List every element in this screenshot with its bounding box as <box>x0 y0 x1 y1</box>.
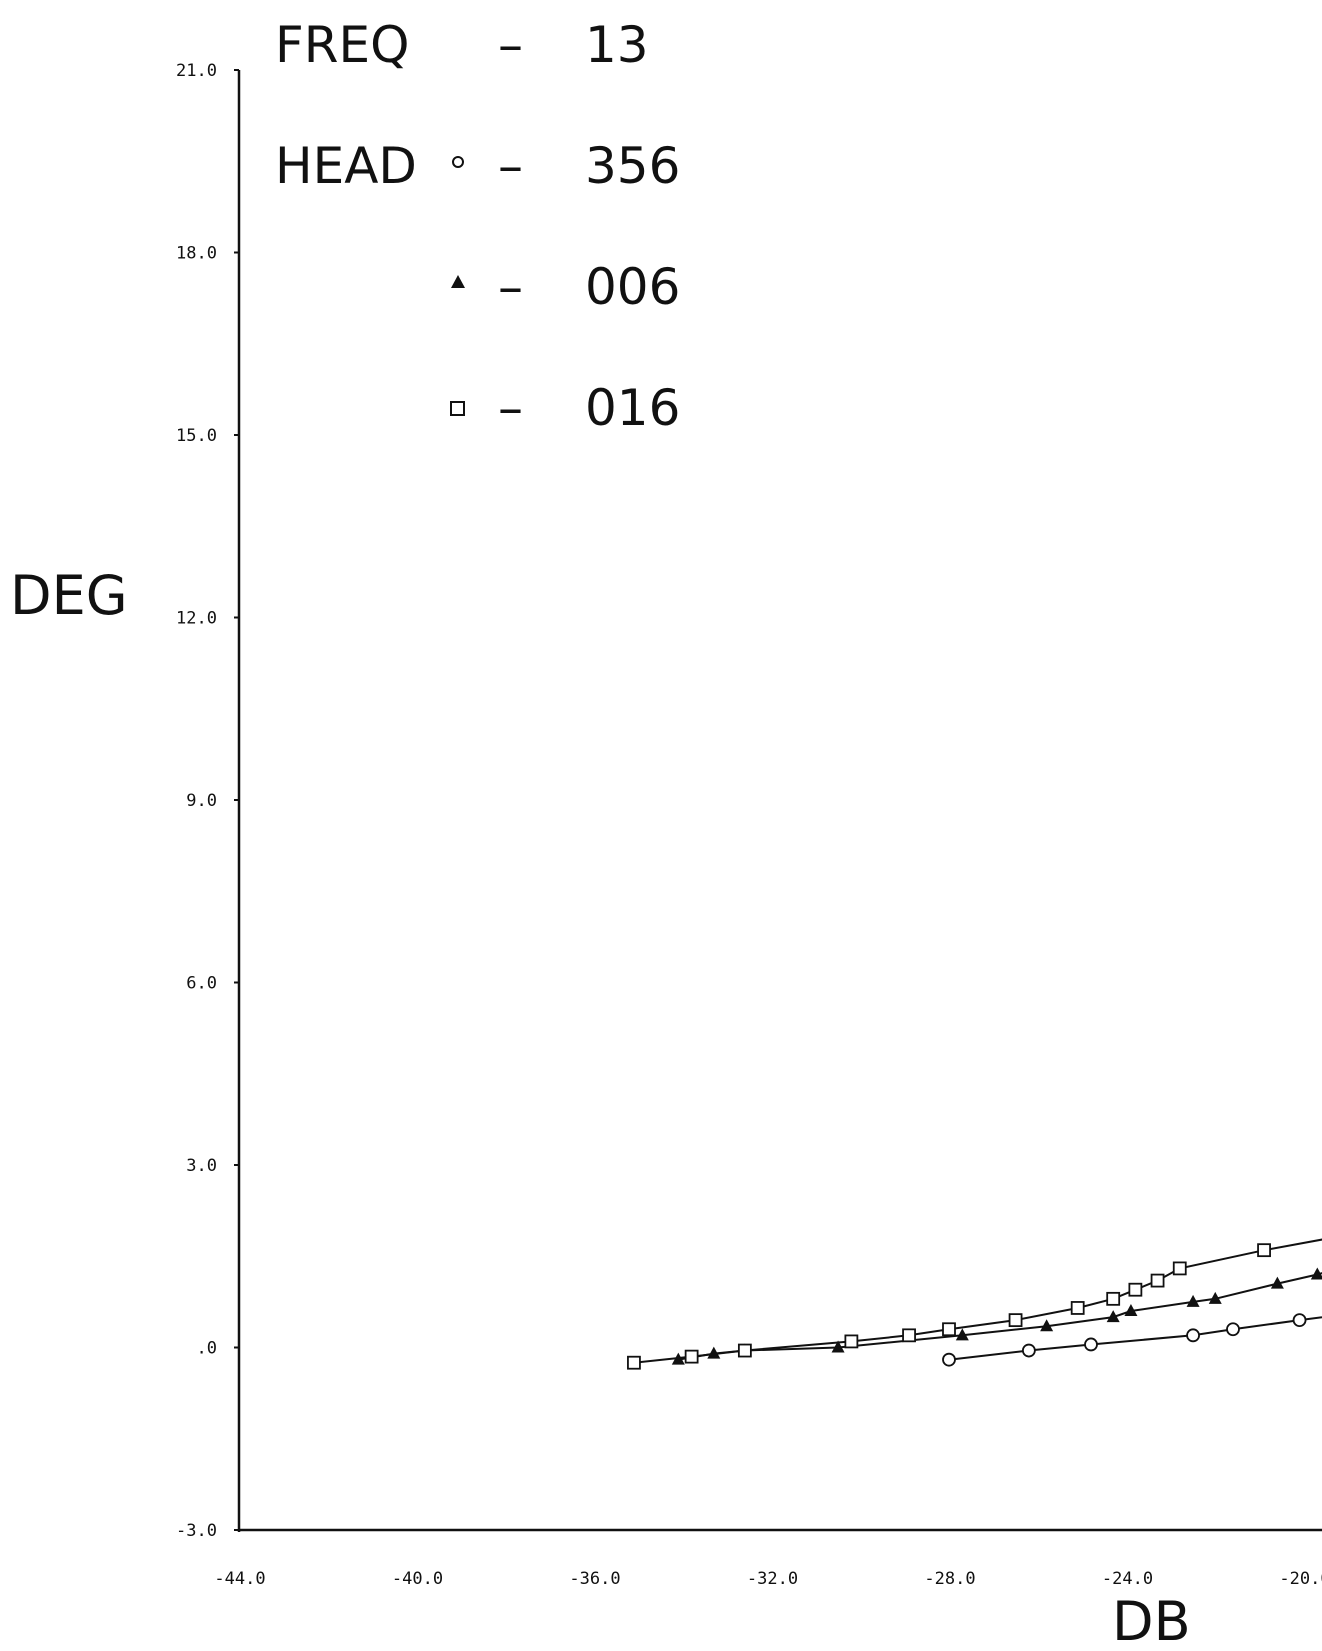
y-tick-label: 12.0 <box>176 609 217 629</box>
x-tick-label: -24.0 <box>1102 1569 1153 1589</box>
legend-entry-016: 016 <box>585 379 680 437</box>
x-tick-label: -36.0 <box>569 1569 620 1589</box>
data-point-square <box>844 1334 859 1349</box>
data-point-square <box>1008 1313 1023 1328</box>
legend: FREQ – 13 HEAD – 356 – 006 – 016 <box>275 16 680 437</box>
legend-dash-006: – <box>498 258 523 316</box>
x-tick-label: -32.0 <box>747 1569 798 1589</box>
data-point-triangle <box>955 1328 969 1341</box>
x-tick-label: -28.0 <box>924 1569 975 1589</box>
data-point-square <box>1106 1291 1121 1306</box>
data-point-circle <box>1186 1328 1200 1343</box>
data-point-square <box>1150 1273 1165 1288</box>
data-point-square <box>1257 1243 1271 1258</box>
y-tick-label: .0 <box>197 1339 217 1359</box>
x-axis-title: DB <box>1112 1590 1191 1651</box>
y-tick-label: 9.0 <box>186 791 217 811</box>
data-point-square <box>684 1349 699 1364</box>
data-point-square <box>942 1322 956 1337</box>
data-point-triangle <box>1106 1310 1120 1323</box>
data-point-circle <box>1292 1313 1307 1328</box>
y-tick-label: 15.0 <box>176 426 217 446</box>
data-point-square <box>627 1355 641 1370</box>
legend-freq-label: FREQ <box>275 16 409 74</box>
series-356 <box>942 1313 1322 1367</box>
legend-marker-square <box>450 401 465 416</box>
axes <box>234 69 1322 1532</box>
x-tick-label: -20.0 <box>1279 1569 1322 1589</box>
data-point-triangle <box>1124 1304 1138 1316</box>
legend-marker-triangle <box>451 275 465 288</box>
data-point-circle <box>1021 1343 1036 1358</box>
tick-labels: -3.0 .0 3.0 6.0 9.0 12.0 15.0 18.0 21.0 -44.0 -40.… <box>176 61 1322 1589</box>
x-tick-label: -44.0 <box>214 1569 265 1589</box>
y-tick-label: 21.0 <box>176 61 217 81</box>
y-tick-label: -3.0 <box>176 1521 217 1541</box>
data-point-circle <box>1226 1322 1240 1337</box>
legend-head-label: HEAD <box>275 137 417 195</box>
data-point-triangle <box>1186 1294 1200 1307</box>
data-point-square <box>737 1343 752 1358</box>
legend-freq-dash: – <box>498 16 523 74</box>
data-point-square <box>1070 1301 1085 1315</box>
data-point-square <box>1172 1261 1187 1276</box>
series-group <box>627 1238 1322 1370</box>
series-line-006 <box>678 1272 1322 1361</box>
legend-marker-circle <box>452 156 464 168</box>
legend-dash-356: – <box>498 137 523 195</box>
legend-freq-value: 13 <box>585 16 649 74</box>
data-point-triangle <box>707 1346 721 1359</box>
legend-entry-356: 356 <box>585 137 680 195</box>
data-point-triangle <box>831 1340 845 1353</box>
series-016 <box>627 1238 1322 1370</box>
data-point-circle <box>942 1352 956 1367</box>
y-tick-label: 3.0 <box>186 1156 217 1176</box>
data-point-triangle <box>1270 1276 1284 1289</box>
y-axis-title: DEG <box>10 564 128 627</box>
data-point-triangle <box>1310 1267 1322 1280</box>
y-tick-label: 18.0 <box>176 244 217 264</box>
legend-entry-006: 006 <box>585 258 680 316</box>
data-point-triangle <box>1208 1291 1222 1304</box>
y-tick-label: 6.0 <box>186 974 217 994</box>
legend-dash-016: – <box>498 379 523 437</box>
data-point-circle <box>1084 1337 1098 1352</box>
data-point-square <box>1128 1282 1143 1297</box>
data-point-square <box>902 1328 916 1343</box>
x-tick-label: -40.0 <box>392 1569 443 1589</box>
data-point-triangle <box>1040 1319 1054 1332</box>
